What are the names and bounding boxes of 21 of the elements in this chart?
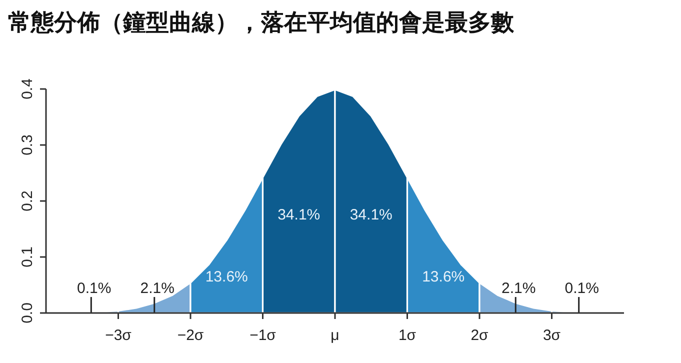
x-tick-label: −3σ <box>105 327 132 344</box>
series-label: 0.1% <box>564 280 599 297</box>
x-tick-label: −1σ <box>250 327 277 344</box>
series-label: 13.6% <box>422 268 465 286</box>
series-label: 0.1% <box>77 280 112 297</box>
chart-title: 常態分佈（鐘型曲線），落在平均值的會是最多數 <box>8 9 515 35</box>
series-label: 2.1% <box>140 280 174 297</box>
x-tick-label: 3σ <box>542 327 562 344</box>
series-label: 13.6% <box>205 268 248 286</box>
series-label: 34.1% <box>278 206 320 224</box>
x-tick-label: 1σ <box>398 327 417 344</box>
y-tick-label: 0.4 <box>19 78 36 100</box>
x-tick-label: μ <box>330 327 340 344</box>
series-label: 2.1% <box>502 280 536 297</box>
series-label: 34.1% <box>350 206 392 224</box>
x-tick-label: 2σ <box>470 327 490 344</box>
x-tick-label: −2σ <box>177 327 204 344</box>
y-tick-label: 0.2 <box>19 190 36 212</box>
y-tick-label: 0.1 <box>19 246 36 268</box>
y-tick-label: 0.3 <box>19 134 36 156</box>
y-tick-label: 0.0 <box>19 302 36 324</box>
